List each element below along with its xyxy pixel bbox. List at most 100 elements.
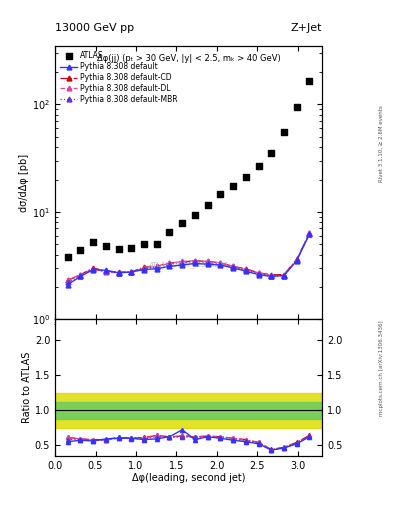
Pythia 8.308 default xyxy=(307,231,312,237)
Line: Pythia 8.308 default-CD: Pythia 8.308 default-CD xyxy=(65,231,312,283)
Pythia 8.308 default-CD xyxy=(154,263,159,269)
Text: mcplots.cern.ch [arXiv:1306.3436]: mcplots.cern.ch [arXiv:1306.3436] xyxy=(379,321,384,416)
Pythia 8.308 default xyxy=(243,268,248,274)
Pythia 8.308 default xyxy=(129,269,134,275)
Pythia 8.308 default-CD xyxy=(307,230,312,237)
Line: Pythia 8.308 default-DL: Pythia 8.308 default-DL xyxy=(65,231,312,283)
Pythia 8.308 default-CD xyxy=(78,271,83,278)
Pythia 8.308 default-MBR xyxy=(282,273,286,279)
Pythia 8.308 default-DL xyxy=(141,265,146,271)
Pythia 8.308 default-CD xyxy=(243,266,248,272)
Pythia 8.308 default-DL xyxy=(243,266,248,272)
Pythia 8.308 default-DL xyxy=(180,259,185,265)
Pythia 8.308 default xyxy=(141,266,146,272)
ATLAS xyxy=(77,246,84,254)
Pythia 8.308 default-MBR xyxy=(269,273,274,280)
Pythia 8.308 default-MBR xyxy=(180,260,185,266)
Pythia 8.308 default-MBR xyxy=(193,259,197,265)
Pythia 8.308 default-MBR xyxy=(243,267,248,273)
Text: 13000 GeV pp: 13000 GeV pp xyxy=(55,23,134,33)
Pythia 8.308 default-CD xyxy=(218,260,223,266)
ATLAS xyxy=(90,238,96,246)
Pythia 8.308 default xyxy=(78,273,83,280)
ATLAS xyxy=(154,240,160,248)
Pythia 8.308 default xyxy=(231,265,235,271)
ATLAS xyxy=(192,211,198,219)
Pythia 8.308 default xyxy=(154,266,159,272)
Text: Δφ(jj) (pₜ > 30 GeV, |y| < 2.5, mₖ > 40 GeV): Δφ(jj) (pₜ > 30 GeV, |y| < 2.5, mₖ > 40 … xyxy=(97,54,281,63)
Pythia 8.308 default-DL xyxy=(78,271,83,278)
Pythia 8.308 default-DL xyxy=(129,269,134,275)
Pythia 8.308 default-MBR xyxy=(167,261,172,267)
Pythia 8.308 default-MBR xyxy=(307,230,312,237)
ATLAS xyxy=(166,228,173,236)
Pythia 8.308 default-DL xyxy=(307,230,312,237)
Line: Pythia 8.308 default: Pythia 8.308 default xyxy=(65,231,312,287)
Pythia 8.308 default-DL xyxy=(282,272,286,278)
Pythia 8.308 default-DL xyxy=(205,259,210,265)
Pythia 8.308 default-DL xyxy=(256,270,261,276)
Y-axis label: Ratio to ATLAS: Ratio to ATLAS xyxy=(22,352,32,423)
Pythia 8.308 default-MBR xyxy=(129,269,134,275)
Pythia 8.308 default-DL xyxy=(269,272,274,279)
Pythia 8.308 default-DL xyxy=(294,257,299,263)
Pythia 8.308 default-DL xyxy=(218,260,223,266)
ATLAS xyxy=(128,244,134,252)
Pythia 8.308 default xyxy=(116,270,121,276)
Pythia 8.308 default-CD xyxy=(180,259,185,265)
Pythia 8.308 default xyxy=(103,267,108,273)
Pythia 8.308 default-MBR xyxy=(231,264,235,270)
ATLAS xyxy=(230,182,236,190)
Pythia 8.308 default-MBR xyxy=(91,266,95,272)
Pythia 8.308 default xyxy=(294,258,299,264)
Text: Rivet 3.1.10, ≥ 2.6M events: Rivet 3.1.10, ≥ 2.6M events xyxy=(379,105,384,182)
ATLAS xyxy=(255,161,262,169)
Pythia 8.308 default-CD xyxy=(205,259,210,265)
Y-axis label: dσ/dΔφ [pb]: dσ/dΔφ [pb] xyxy=(19,154,29,211)
Text: ATLAS_2017_I1514251: ATLAS_2017_I1514251 xyxy=(149,261,229,268)
Pythia 8.308 default-DL xyxy=(116,270,121,276)
Legend: ATLAS, Pythia 8.308 default, Pythia 8.308 default-CD, Pythia 8.308 default-DL, P: ATLAS, Pythia 8.308 default, Pythia 8.30… xyxy=(58,49,180,106)
Pythia 8.308 default-CD xyxy=(294,257,299,263)
Pythia 8.308 default xyxy=(256,271,261,278)
Pythia 8.308 default-CD xyxy=(141,264,146,270)
Pythia 8.308 default xyxy=(180,262,185,268)
Pythia 8.308 default-CD xyxy=(103,268,108,274)
Pythia 8.308 default-DL xyxy=(91,266,95,272)
Pythia 8.308 default-CD xyxy=(256,270,261,276)
Pythia 8.308 default xyxy=(65,282,70,288)
X-axis label: Δφ(leading, second jet): Δφ(leading, second jet) xyxy=(132,473,245,483)
Pythia 8.308 default-CD xyxy=(116,269,121,275)
Pythia 8.308 default-MBR xyxy=(205,260,210,266)
Pythia 8.308 default-DL xyxy=(167,261,172,267)
Pythia 8.308 default-MBR xyxy=(154,264,159,270)
Pythia 8.308 default xyxy=(282,272,286,279)
Pythia 8.308 default-DL xyxy=(65,278,70,284)
Pythia 8.308 default xyxy=(205,261,210,267)
Pythia 8.308 default-CD xyxy=(167,260,172,266)
ATLAS xyxy=(141,240,147,248)
ATLAS xyxy=(217,190,224,199)
ATLAS xyxy=(268,150,274,158)
ATLAS xyxy=(116,245,122,253)
Pythia 8.308 default-CD xyxy=(231,263,235,269)
ATLAS xyxy=(64,253,71,261)
Pythia 8.308 default-MBR xyxy=(78,272,83,279)
ATLAS xyxy=(204,201,211,209)
Pythia 8.308 default-CD xyxy=(269,271,274,278)
ATLAS xyxy=(103,242,109,250)
Pythia 8.308 default-MBR xyxy=(256,271,261,277)
Pythia 8.308 default-MBR xyxy=(141,266,146,272)
Pythia 8.308 default-CD xyxy=(91,265,95,271)
Pythia 8.308 default-CD xyxy=(282,271,286,278)
Pythia 8.308 default-DL xyxy=(231,263,235,269)
Pythia 8.308 default-CD xyxy=(65,278,70,284)
Pythia 8.308 default-MBR xyxy=(116,269,121,275)
Pythia 8.308 default xyxy=(167,263,172,269)
Pythia 8.308 default xyxy=(91,266,95,272)
Pythia 8.308 default xyxy=(193,261,197,267)
Pythia 8.308 default-DL xyxy=(193,258,197,264)
Pythia 8.308 default xyxy=(269,273,274,280)
ATLAS xyxy=(294,103,300,111)
ATLAS xyxy=(242,173,249,181)
